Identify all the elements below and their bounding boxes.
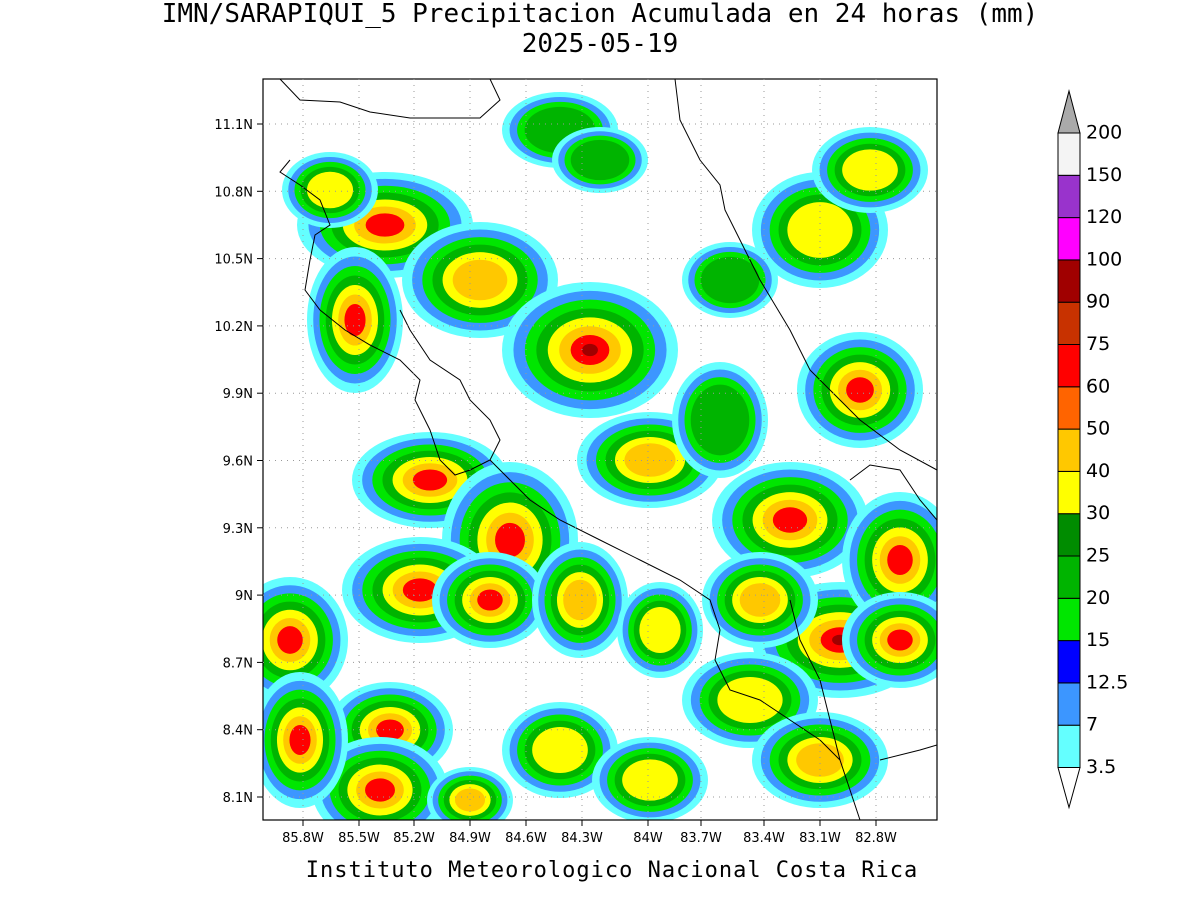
colorbar-high-end — [1057, 89, 1081, 134]
lat-label: 9.6N — [223, 455, 253, 470]
lon-label: 82.8W — [855, 831, 897, 846]
subtitle: 2025-05-19 — [522, 29, 679, 59]
precip-shading — [570, 139, 630, 181]
colorbar: 3.5 7 12.5 15 20 25 30 40 50 60 75 90 100 120 150 200 — [1057, 89, 1128, 810]
colorbar-swatch — [1057, 555, 1081, 599]
colorbar-label: 75 — [1086, 333, 1110, 355]
colorbar-swatch — [1057, 470, 1081, 515]
lon-label: 85.8W — [282, 831, 324, 846]
precip-shading — [717, 676, 783, 724]
precip-shading — [563, 579, 597, 621]
precip-field — [263, 92, 937, 820]
colorbar-label: 60 — [1086, 375, 1110, 397]
precip-shading — [622, 759, 678, 801]
precip-shading — [887, 545, 913, 575]
coastlines — [279, 79, 937, 820]
lon-label: 84.9W — [449, 831, 491, 846]
axes: 11.1N 10.8N 10.5N 10.2N 9.9N 9.6N 9.3N 9N 8.7N 8.… — [214, 79, 937, 846]
precip-shading — [887, 629, 913, 651]
map-frame — [262, 78, 938, 821]
precip-shading — [690, 384, 750, 456]
precip-shading — [532, 726, 588, 774]
colorbar-low-end — [1057, 767, 1081, 810]
lat-label: 10.2N — [214, 320, 253, 335]
precip-shading — [624, 443, 676, 477]
colorbar-swatch — [1057, 724, 1081, 769]
precip-shading — [477, 589, 503, 611]
colorbar-label: 3.5 — [1086, 756, 1116, 778]
precip-shading — [739, 583, 781, 617]
lon-label: 85.2W — [393, 831, 435, 846]
lon-label: 84.6W — [505, 831, 547, 846]
lat-label: 10.5N — [214, 253, 253, 268]
precip-shading — [787, 202, 853, 258]
precip-shading — [772, 507, 808, 533]
colorbar-label: 30 — [1086, 502, 1110, 524]
precip-shading — [402, 578, 438, 602]
colorbar-swatch — [1057, 597, 1081, 642]
precip-shading — [842, 149, 898, 191]
colorbar-label: 100 — [1086, 248, 1122, 270]
precip-shading — [365, 778, 395, 802]
precip-shading — [700, 256, 760, 304]
colorbar-swatch — [1057, 682, 1081, 726]
colorbar-swatch — [1057, 386, 1081, 430]
precip-shading — [639, 606, 681, 654]
lat-label: 8.4N — [223, 724, 253, 739]
colorbar-label: 20 — [1086, 587, 1110, 609]
lat-label: 8.7N — [223, 656, 253, 671]
colorbar-swatch — [1057, 174, 1081, 219]
lat-label: 9N — [235, 589, 253, 604]
lat-label: 9.9N — [223, 387, 253, 402]
title: IMN/SARAPIQUI_5 Precipitacion Acumulada … — [162, 0, 1039, 29]
colorbar-label: 40 — [1086, 460, 1110, 482]
colorbar-swatch — [1057, 344, 1081, 388]
footer: Instituto Meteorologico Nacional Costa R… — [306, 858, 919, 883]
colorbar-label: 7 — [1086, 714, 1098, 736]
lon-label: 83.7W — [680, 831, 722, 846]
colorbar-swatch — [1057, 428, 1081, 472]
colorbar-label: 120 — [1086, 206, 1122, 228]
lon-label: 83.4W — [743, 831, 785, 846]
precip-shading — [344, 303, 366, 337]
colorbar-label: 90 — [1086, 291, 1110, 313]
colorbar-label: 15 — [1086, 629, 1110, 651]
lon-label: 83.1W — [799, 831, 841, 846]
lat-label: 8.1N — [223, 791, 253, 806]
colorbar-swatch — [1057, 217, 1081, 261]
colorbar-label: 12.5 — [1086, 671, 1128, 693]
colorbar-label: 150 — [1086, 164, 1122, 186]
precip-shading — [582, 343, 598, 357]
precip-shading — [277, 626, 303, 654]
colorbar-swatch — [1057, 259, 1081, 303]
colorbar-label: 25 — [1086, 545, 1110, 567]
colorbar-label: 200 — [1086, 122, 1122, 144]
precip-shading — [495, 522, 525, 558]
lon-label: 84.3W — [561, 831, 603, 846]
lat-label: 11.1N — [214, 118, 253, 133]
lat-label: 10.8N — [214, 185, 253, 200]
precip-shading — [365, 213, 405, 237]
precip-shading — [454, 788, 486, 812]
lat-label: 9.3N — [223, 522, 253, 537]
colorbar-swatch — [1057, 132, 1081, 176]
lon-label: 84W — [633, 831, 663, 846]
precip-shading — [452, 259, 508, 301]
precip-shading — [306, 171, 354, 209]
precip-shading — [289, 725, 311, 755]
colorbar-swatch — [1057, 640, 1081, 684]
lon-label: 85.5W — [338, 831, 380, 846]
precip-shading — [412, 469, 448, 491]
colorbar-label: 50 — [1086, 418, 1110, 440]
precip-shading — [846, 377, 874, 403]
colorbar-swatch — [1057, 513, 1081, 557]
colorbar-swatch — [1057, 301, 1081, 346]
